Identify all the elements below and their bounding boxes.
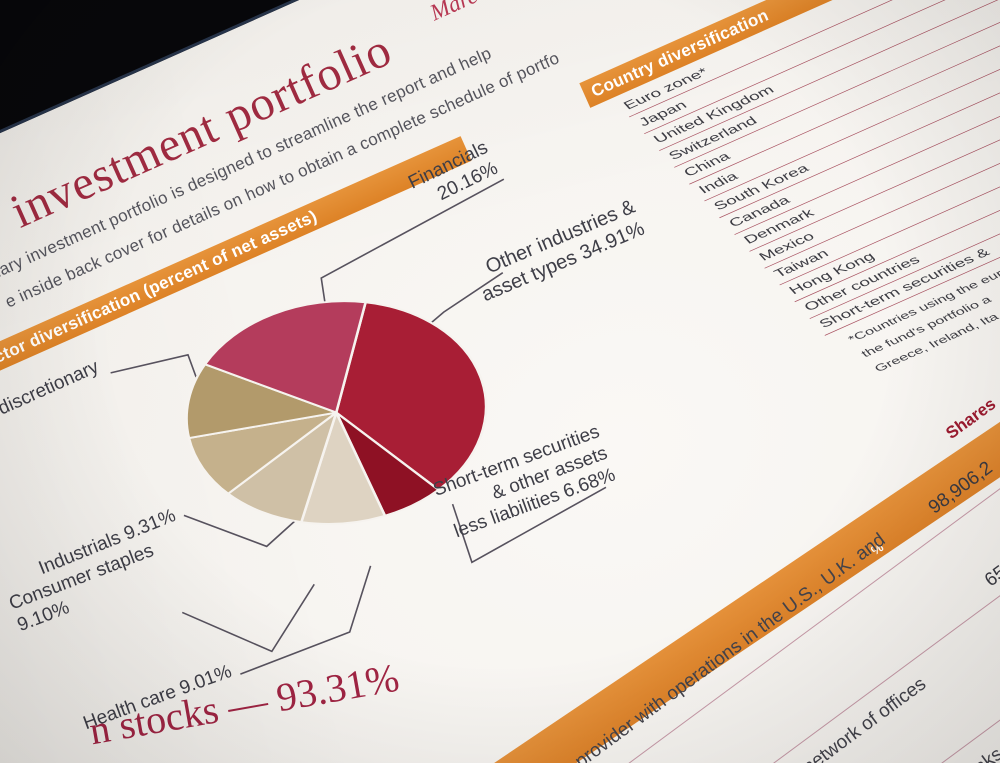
holding-shares-value: 65 (981, 561, 1000, 592)
holding-description-fragment: n provider with operations in the U.S., … (558, 529, 890, 763)
pie-slice-financials (203, 300, 367, 414)
pie-slice-discretionary-label-cut-off (185, 363, 338, 440)
holding-description-fragment: d's largest banks. (880, 741, 1000, 763)
pie-slice-other-industries-asset-types (334, 301, 488, 491)
holdings-table: % 98,906,2 n provider with operations in… (454, 174, 1000, 763)
pie-chart-svg (185, 300, 488, 525)
pie-label-other-industries: Other industries & asset types 34.91% (395, 195, 649, 340)
sector-pie-chart (167, 281, 506, 545)
pie-label-discretionary: discretionary (0, 356, 102, 420)
title-date-fragment: Marc (426, 0, 482, 26)
holding-description-fragment: through a network of offices (730, 673, 931, 763)
stocks-total-heading: n stocks — 93.31% (85, 654, 403, 754)
